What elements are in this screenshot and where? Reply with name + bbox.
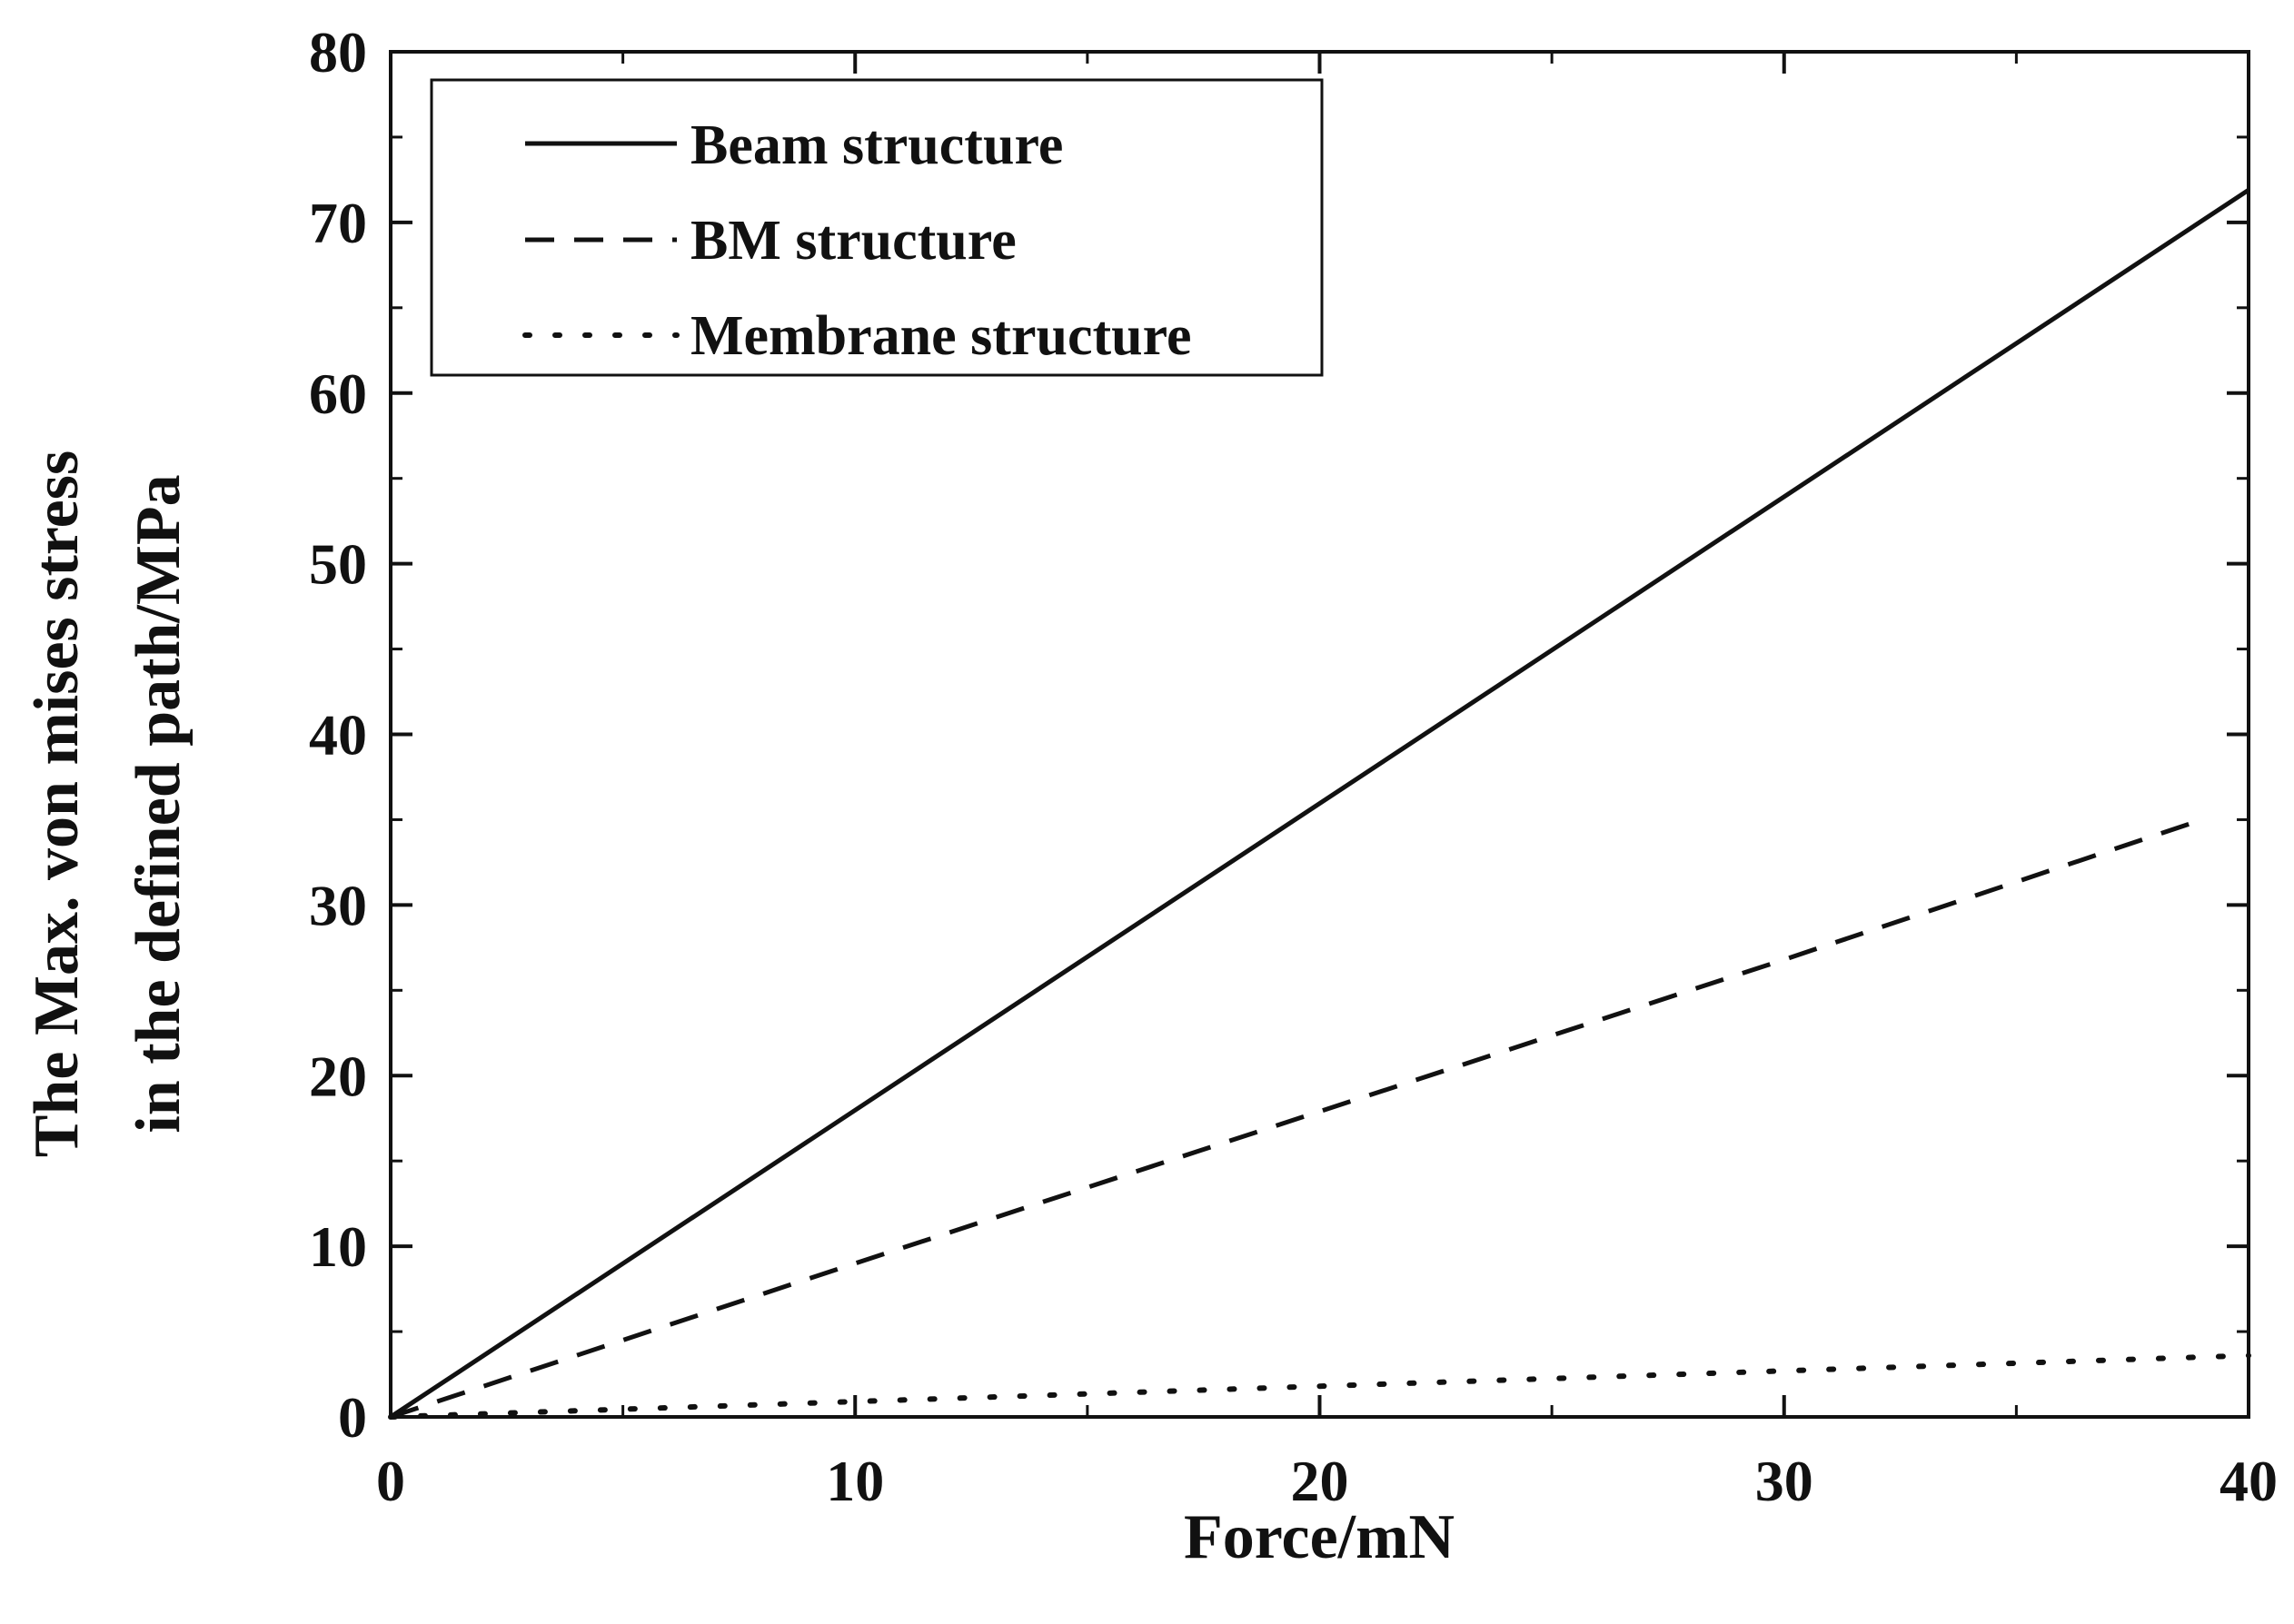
legend-label-membrane: Membrane structure xyxy=(690,305,1192,367)
series-membrane-line xyxy=(388,1352,2251,1420)
legend-label-beam: Beam structure xyxy=(690,114,1063,176)
x-axis-ticks: 0 10 20 30 40 xyxy=(376,52,2278,1513)
y-tick-label: 50 xyxy=(309,532,367,597)
y-tick-label: 40 xyxy=(309,703,367,767)
y-axis-title-line-1: The Max. von mises stress xyxy=(22,451,92,1157)
y-tick-label: 80 xyxy=(309,20,367,84)
y-axis-title-line-2: in the defined path/MPa xyxy=(124,474,194,1133)
legend-label-bm: BM structure xyxy=(690,210,1017,272)
legend: Beam structure BM structure Membrane str… xyxy=(430,78,1324,377)
series-layer xyxy=(388,188,2251,1420)
x-tick-label: 40 xyxy=(2220,1449,2278,1513)
y-tick-label: 20 xyxy=(309,1044,367,1108)
series-bm-line xyxy=(390,817,2203,1420)
x-tick-label: 10 xyxy=(826,1449,884,1513)
y-tick-label: 30 xyxy=(309,873,367,937)
y-tick-label: 10 xyxy=(309,1214,367,1279)
y-tick-label: 0 xyxy=(338,1385,367,1450)
y-tick-label: 70 xyxy=(309,191,367,255)
y-axis-title: The Max. von mises stress in the defined… xyxy=(22,451,194,1157)
y-axis-ticks: 0 10 20 30 40 50 60 70 80 xyxy=(309,20,2249,1450)
series-beam-line xyxy=(389,188,2250,1420)
x-tick-label: 30 xyxy=(1755,1449,1813,1513)
x-axis-title: Force/mN xyxy=(1184,1502,1455,1572)
x-tick-label: 0 xyxy=(376,1449,405,1513)
legend-box xyxy=(430,78,1324,377)
y-tick-label: 60 xyxy=(309,361,367,426)
x-tick-label: 20 xyxy=(1291,1449,1349,1513)
